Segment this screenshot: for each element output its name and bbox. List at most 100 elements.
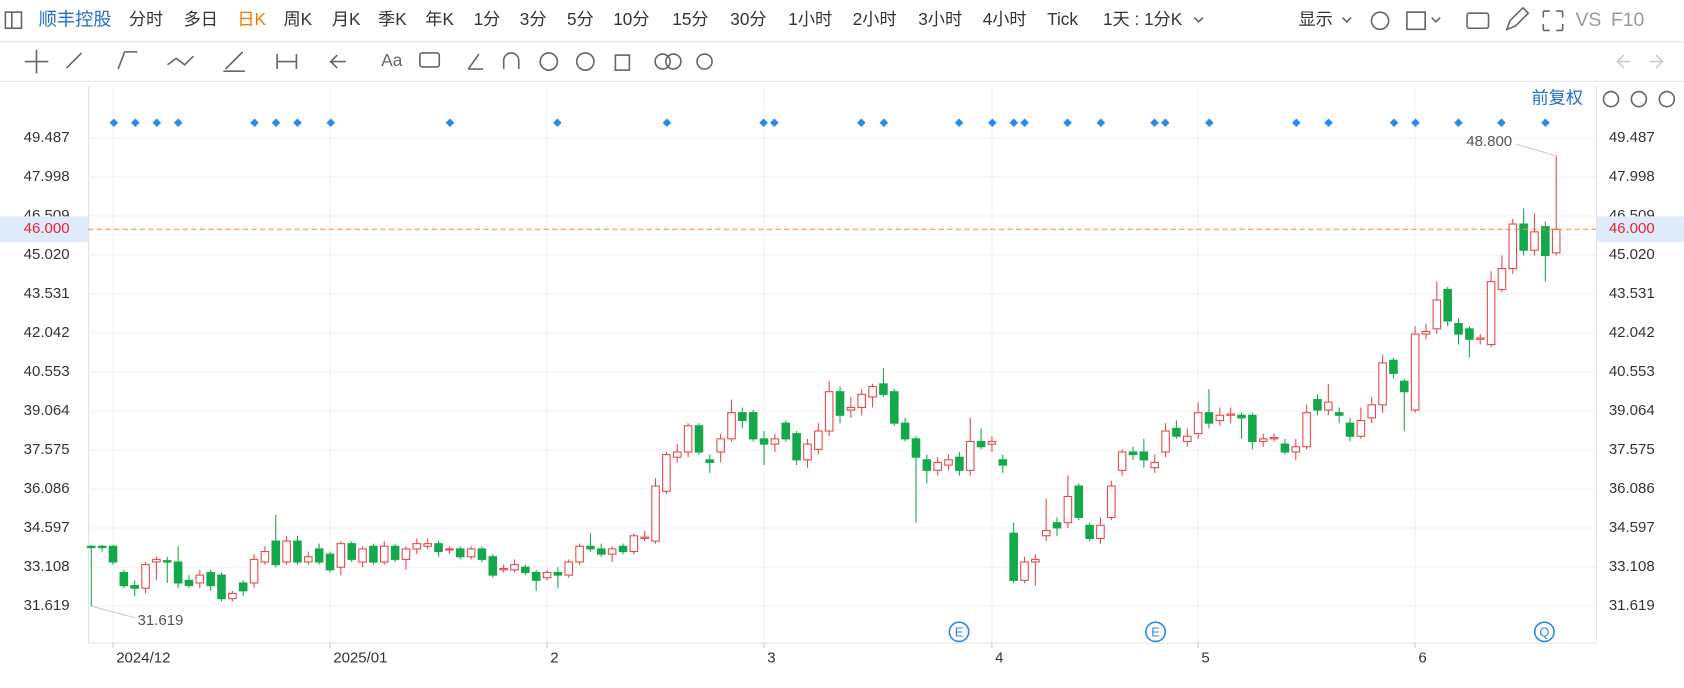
delete-tool[interactable]	[614, 54, 631, 71]
y-tick-label-right: 39.064	[1609, 402, 1655, 419]
candle-body	[1172, 427, 1181, 437]
fullscreen-icon[interactable]	[1542, 10, 1564, 32]
candle-body	[922, 459, 932, 471]
period-tab[interactable]: Tick	[1047, 9, 1078, 29]
period-tab[interactable]: 3分	[520, 9, 547, 29]
sidebar-toggle[interactable]	[4, 11, 23, 30]
lock-tool[interactable]	[539, 52, 559, 71]
fib-tool[interactable]	[223, 51, 245, 73]
angle-tool[interactable]	[467, 53, 484, 70]
compare-icon[interactable]	[654, 53, 671, 70]
settings-icon[interactable]	[1370, 11, 1390, 31]
hide-tool[interactable]	[575, 52, 595, 71]
measure-tool[interactable]	[276, 54, 298, 70]
candle-body	[1389, 359, 1398, 374]
event-diamond[interactable]	[293, 118, 302, 128]
event-diamond[interactable]	[1497, 118, 1506, 128]
x-tick-label: 4	[995, 650, 1003, 667]
event-diamond[interactable]	[1205, 118, 1214, 128]
candle-body	[1139, 451, 1149, 461]
period-tab[interactable]: 1小时	[788, 9, 832, 29]
y-tick-label: 37.575	[24, 441, 70, 458]
zoom-out[interactable]	[1630, 90, 1648, 108]
period-tab[interactable]: 年K	[425, 9, 454, 29]
event-diamond[interactable]	[1150, 118, 1159, 128]
line-tool[interactable]	[66, 52, 83, 69]
y-tick-label: 49.487	[24, 129, 70, 146]
event-marker-label[interactable]: E	[1151, 624, 1160, 639]
period-tab[interactable]: 季K	[378, 9, 407, 29]
period-tab[interactable]: 分时	[129, 9, 163, 29]
candle-body	[434, 543, 443, 553]
period-tab[interactable]: 月K	[332, 9, 361, 29]
event-diamond[interactable]	[662, 118, 672, 128]
event-diamond[interactable]	[1324, 118, 1333, 128]
event-diamond[interactable]	[553, 118, 562, 128]
event-diamond[interactable]	[1160, 118, 1170, 128]
event-marker-label[interactable]: E	[955, 624, 964, 639]
period-tab[interactable]: 4小时	[983, 9, 1027, 29]
channel-tool[interactable]	[117, 51, 138, 70]
event-diamond[interactable]	[326, 118, 336, 128]
period-tab[interactable]: 2小时	[853, 9, 897, 29]
event-diamond[interactable]	[954, 118, 964, 128]
event-diamond[interactable]	[1454, 118, 1463, 128]
text-tool[interactable]: Aa	[381, 50, 402, 70]
event-diamond[interactable]	[445, 118, 455, 128]
stock-name[interactable]: 顺丰控股	[39, 9, 112, 30]
event-diamond[interactable]	[1411, 118, 1420, 128]
move-tool[interactable]	[24, 49, 49, 74]
period-tab[interactable]: 5分	[567, 9, 594, 29]
period-tab[interactable]: 10分	[613, 9, 649, 29]
event-diamond[interactable]	[173, 118, 183, 128]
display-menu[interactable]: 显示	[1298, 9, 1332, 29]
period-tab[interactable]: 3小时	[918, 9, 962, 29]
event-marker-label[interactable]: Q	[1539, 624, 1549, 639]
candle-body	[1345, 422, 1355, 437]
event-diamond[interactable]	[152, 118, 162, 128]
redo[interactable]	[1649, 54, 1664, 69]
event-diamond[interactable]	[1096, 118, 1106, 128]
event-diamond[interactable]	[857, 118, 866, 128]
event-diamond[interactable]	[1389, 118, 1399, 128]
adjust-mode[interactable]: 前复权	[1532, 88, 1584, 108]
event-diamond[interactable]	[1009, 118, 1019, 128]
undo[interactable]	[1616, 54, 1631, 69]
tool-settings[interactable]	[696, 53, 713, 70]
event-diamond[interactable]	[759, 118, 768, 128]
event-diamond[interactable]	[271, 118, 281, 128]
zoom-in[interactable]	[1658, 90, 1676, 108]
event-diamond[interactable]	[1020, 118, 1029, 128]
f10-button[interactable]: F10	[1611, 10, 1644, 31]
magnet-tool[interactable]	[502, 52, 520, 70]
period-tab[interactable]: 多日	[184, 9, 218, 29]
period-tab[interactable]: 日K	[237, 9, 266, 29]
arrow-tool[interactable]	[328, 54, 346, 69]
event-marker[interactable]	[948, 621, 970, 643]
event-diamond[interactable]	[770, 118, 779, 128]
period-tab[interactable]: 15分	[672, 9, 708, 29]
period-tab[interactable]: 30分	[730, 9, 766, 29]
event-diamond[interactable]	[1291, 118, 1301, 128]
vs-button[interactable]: VS	[1576, 10, 1602, 31]
compare-icon[interactable]	[665, 53, 682, 70]
candle-body	[1410, 333, 1420, 411]
candle-body	[86, 545, 96, 549]
period-tab[interactable]: 1天 : 1分K	[1103, 9, 1183, 29]
event-diamond[interactable]	[109, 118, 119, 128]
note-tool[interactable]	[419, 52, 441, 68]
draw-icon[interactable]	[1505, 6, 1530, 31]
event-diamond[interactable]	[1541, 118, 1550, 128]
event-marker[interactable]	[1533, 621, 1555, 643]
camera-icon[interactable]	[1466, 12, 1490, 30]
event-diamond[interactable]	[988, 118, 997, 128]
event-marker[interactable]	[1145, 621, 1167, 643]
period-tab[interactable]: 1分	[474, 9, 501, 29]
reset-zoom[interactable]	[1602, 90, 1620, 108]
wave-tool[interactable]	[167, 55, 194, 66]
period-tab[interactable]: 周K	[284, 9, 313, 29]
candle-body	[1324, 401, 1333, 411]
layout-icon[interactable]	[1406, 11, 1426, 31]
